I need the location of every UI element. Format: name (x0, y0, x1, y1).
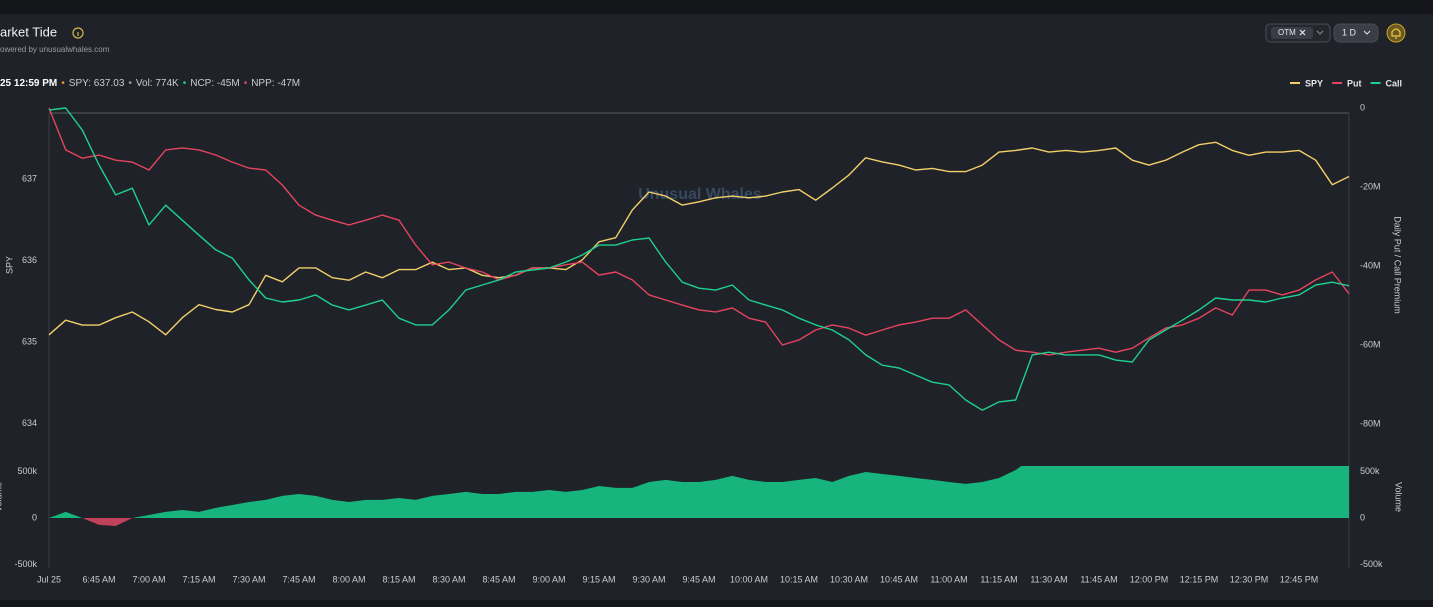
filter-chevron (1316, 30, 1324, 35)
legend-label: SPY (1305, 78, 1323, 88)
info-icon[interactable] (72, 27, 84, 39)
x-tick-label: Jul 25 (37, 574, 61, 584)
y2-tick-label: -40M (1360, 260, 1381, 270)
filter-control[interactable]: OTM (1265, 23, 1331, 43)
y-tick-label: 637 (22, 173, 37, 183)
y2-axis-label: Daily Put / Call Premium (1393, 216, 1403, 314)
x-tick-label: 12:30 PM (1230, 574, 1269, 584)
filter-remove[interactable] (1299, 29, 1306, 36)
bell-icon (1391, 28, 1401, 39)
series-line (48, 107, 1350, 356)
y-axis-label: SPY (4, 256, 14, 274)
volume-tick-label: -500k (14, 559, 37, 569)
x-tick-label: 10:45 AM (880, 574, 918, 584)
alert-circle[interactable] (1386, 23, 1406, 43)
x-tick-label: 9:00 AM (532, 574, 565, 584)
info-separator: • (128, 78, 132, 89)
info-item: SPY: 637.03 (69, 78, 125, 89)
y2-tick-label: -20M (1360, 181, 1381, 191)
y-tick-label: 634 (22, 418, 37, 428)
x-tick-label: 12:45 PM (1280, 574, 1319, 584)
x-tick-label: 8:00 AM (332, 574, 365, 584)
x-tick-label: 12:15 PM (1180, 574, 1219, 584)
series-line (48, 141, 1350, 336)
y2-tick-label: -80M (1360, 418, 1381, 428)
volume-tick-label-right: 0 (1360, 512, 1365, 522)
x-tick-label: 8:30 AM (432, 574, 465, 584)
x-tick-label: 7:15 AM (182, 574, 215, 584)
alert-button[interactable] (1386, 23, 1406, 43)
x-tick-label: 6:45 AM (82, 574, 115, 584)
x-tick-label: 9:30 AM (632, 574, 665, 584)
info-separator: • (183, 78, 187, 89)
watermark: Unusual Whales (638, 186, 762, 203)
filter-chip[interactable] (1271, 27, 1313, 39)
volume-area-negative (49, 517, 133, 526)
legend-label: Call (1386, 78, 1403, 88)
y2-tick-label: -60M (1360, 339, 1381, 349)
series-line (48, 107, 1350, 411)
period-control[interactable]: 1 D (1333, 23, 1379, 43)
x-tick-label: 7:30 AM (232, 574, 265, 584)
x-tick-label: 9:15 AM (582, 574, 615, 584)
volume-tick-label-right: 500k (1360, 466, 1380, 476)
bottom-strip (0, 600, 1433, 607)
subtitle: owered by unusualwhales.com (0, 45, 110, 54)
x-tick-label: 11:30 AM (1030, 574, 1067, 584)
info-item: Vol: 774K (136, 78, 179, 89)
volume-axis-label-right: Volume (1394, 482, 1404, 512)
y-tick-label: 636 (22, 255, 37, 265)
x-tick-label: 11:45 AM (1080, 574, 1117, 584)
filter-label: OTM (1278, 28, 1296, 37)
x-tick-label: 11:15 AM (980, 574, 1017, 584)
x-tick-label: 7:45 AM (282, 574, 315, 584)
volume-tick-label-right: -500k (1360, 559, 1383, 569)
volume-tick-label: 0 (32, 512, 37, 522)
volume-tick-label: 500k (17, 466, 37, 476)
x-tick-label: 8:15 AM (382, 574, 415, 584)
x-tick-label: 10:30 AM (830, 574, 868, 584)
period-chevron (1363, 30, 1371, 35)
y-tick-label: 635 (22, 337, 37, 347)
x-tick-label: 8:45 AM (482, 574, 515, 584)
period-label: 1 D (1342, 27, 1357, 37)
y2-tick-label: 0 (1360, 102, 1365, 112)
info-item: 25 12:59 PM (0, 78, 57, 89)
x-tick-label: 12:00 PM (1130, 574, 1169, 584)
info-separator: • (61, 78, 65, 89)
x-tick-label: 10:00 AM (730, 574, 768, 584)
top-strip (0, 0, 1433, 14)
info-line: 25 12:59 PM • SPY: 637.03 • Vol: 774K • NCP: -… (0, 78, 300, 89)
info-item: NPP: -47M (251, 78, 300, 89)
title: arket Tide (0, 24, 57, 39)
x-tick-label: 10:15 AM (780, 574, 818, 584)
info-item: NCP: -45M (190, 78, 239, 89)
volume-area (49, 466, 1349, 518)
x-tick-label: 7:00 AM (132, 574, 165, 584)
info-separator: • (244, 78, 248, 89)
legend-label: Put (1347, 78, 1362, 88)
x-tick-label: 9:45 AM (682, 574, 715, 584)
x-tick-label: 11:00 AM (930, 574, 967, 584)
period-box[interactable] (1333, 23, 1379, 43)
volume-axis-label: Volume (0, 482, 3, 512)
